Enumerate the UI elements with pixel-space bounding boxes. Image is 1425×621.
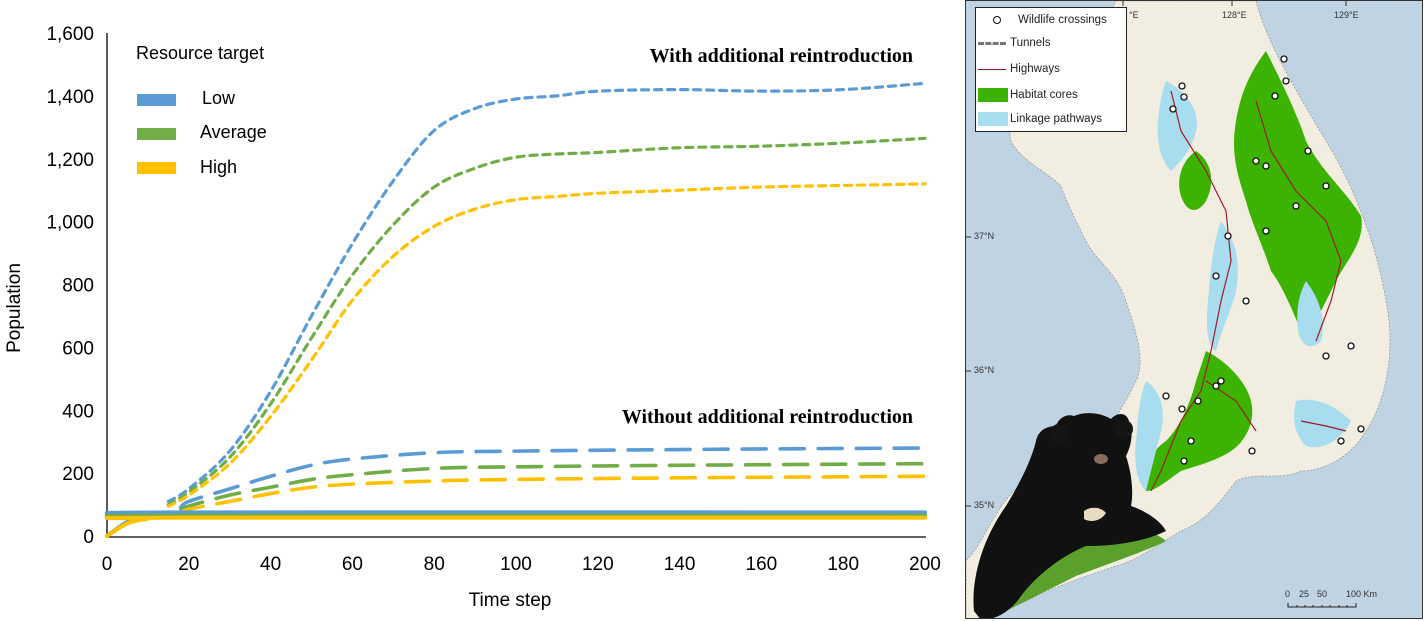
legend-label-average: Average	[200, 122, 267, 142]
x-tick-label: 180	[827, 554, 859, 575]
map-legend-label: Tunnels	[1010, 37, 1051, 49]
highway-line-icon	[978, 68, 1006, 70]
scale-label-0: 0	[1285, 589, 1291, 599]
y-tick-label: 1,200	[46, 150, 94, 171]
series-line-low-dashed-long	[178, 446, 927, 510]
series-line-high-dashed-long	[178, 474, 927, 516]
x-tick-label: 0	[102, 554, 113, 575]
tunnel-line-icon	[978, 41, 1006, 45]
habitat-swatch	[978, 88, 1008, 102]
x-tick-label: 200	[909, 554, 941, 575]
legend-swatch-average	[137, 128, 176, 140]
scale-label-100: 100 Km	[1346, 589, 1378, 599]
lat-label-35: 35°N	[974, 500, 995, 510]
y-tick-label: 400	[62, 401, 94, 422]
circle-icon	[993, 16, 1001, 24]
linkage-swatch	[978, 112, 1008, 126]
scale-label-50: 50	[1317, 589, 1328, 599]
series-line-low-dashed-short	[166, 81, 927, 504]
map-legend-item-crossings: Wildlife crossings	[982, 12, 1107, 28]
series-line-high-dashed-short	[166, 182, 927, 508]
annotation-with-reintroduction: With additional reintroduction	[650, 45, 913, 67]
map-graphic	[966, 1, 1391, 618]
y-tick-label: 0	[83, 527, 94, 548]
wildlife-crossings	[1162, 55, 1365, 465]
legend-title: Resource target	[136, 43, 264, 63]
y-tick-label: 1,000	[46, 213, 94, 234]
scale-label-25: 25	[1299, 589, 1310, 599]
x-tick-label: 140	[664, 554, 696, 575]
x-tick-label: 20	[178, 554, 199, 575]
population-chart: 0 200 400 600 800 1,000 1,200 1,400 1,600 0 20 40 6…	[4, 24, 941, 611]
map-legend-label: Highways	[1010, 63, 1060, 75]
y-tick-label: 800	[62, 276, 94, 297]
y-axis-label: Population	[4, 263, 25, 353]
legend-label-low: Low	[202, 88, 236, 108]
map-legend-label: Habitat cores	[1010, 89, 1078, 101]
habitat-cores	[1144, 51, 1362, 491]
x-tick-label: 60	[342, 554, 363, 575]
chart-legend: Resource target Low Average High	[136, 43, 267, 177]
map-legend-label: Linkage pathways	[1010, 113, 1103, 125]
map-legend: Wildlife crossings Tunnels Highways Habi…	[975, 7, 1127, 132]
y-tick-label: 1,400	[46, 87, 94, 108]
scale-bar	[1287, 603, 1357, 608]
lon-label-129: 129°E	[1334, 10, 1359, 20]
map-legend-item-habitat: Habitat cores	[978, 87, 1078, 103]
y-tick-label: 1,600	[46, 24, 94, 45]
legend-swatch-high	[137, 162, 176, 174]
series-line-high-solid	[104, 515, 927, 538]
map-legend-item-highways: Highways	[978, 61, 1060, 77]
map-legend-item-linkage: Linkage pathways	[978, 111, 1103, 127]
bear-image	[973, 413, 1166, 618]
y-tick-label: 200	[62, 464, 94, 485]
map-legend-label: Wildlife crossings	[1018, 14, 1107, 26]
x-tick-label: 120	[582, 554, 614, 575]
x-axis-label: Time step	[469, 590, 552, 611]
lon-label-128: 128°E	[1222, 10, 1247, 20]
x-tick-label: 80	[424, 554, 445, 575]
lat-label-36: 36°N	[974, 365, 995, 375]
series-line-average-dashed-long	[178, 461, 927, 513]
x-tick-label: 160	[746, 554, 778, 575]
x-tick-label: 40	[260, 554, 281, 575]
series-line-average-dashed-short	[166, 136, 927, 507]
x-tick-label: 100	[500, 554, 532, 575]
lat-label-37: 37°N	[974, 231, 995, 241]
korea-habitat-map: °E 128°E 129°E 37°N 36°N 35°N 0 25 50 10…	[965, 0, 1423, 619]
legend-label-high: High	[200, 157, 237, 177]
y-tick-label: 600	[62, 338, 94, 359]
map-legend-item-tunnels: Tunnels	[978, 35, 1051, 51]
lon-label-127: °E	[1129, 10, 1139, 20]
annotation-without-reintroduction: Without additional reintroduction	[622, 406, 913, 428]
legend-swatch-low	[137, 94, 176, 106]
